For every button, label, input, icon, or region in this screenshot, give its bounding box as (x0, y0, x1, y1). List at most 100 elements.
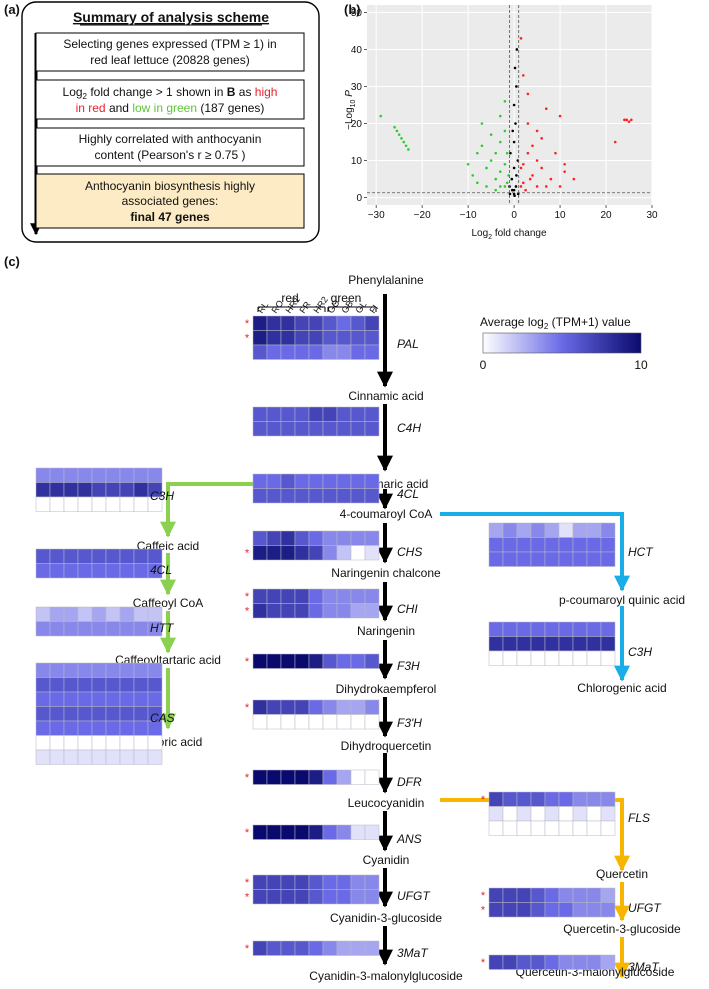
heatmap-cell (572, 902, 588, 918)
heatmap-cell (252, 530, 268, 546)
heatmap-cell (266, 315, 282, 331)
heatmap-cell (63, 735, 79, 751)
point-2-17 (563, 170, 566, 173)
heatmap-chs-3: * CHS (245, 530, 422, 561)
heatmaps: * * PAL C4H 4CL * CHS * * CHI * F3H * F3'H * DFR * ANS * * U… (35, 315, 662, 974)
point-1-11 (513, 66, 517, 70)
point-1-12 (515, 48, 519, 51)
heatmap-cell (308, 714, 324, 730)
heatmap-4cl-2: 4CL (252, 473, 419, 504)
legend-title: Average log2 (TPM+1) value (480, 315, 631, 331)
heatmap-cell (572, 551, 588, 567)
step-box-1 (35, 32, 305, 72)
heatmap-cell (49, 548, 65, 564)
heatmap-cell (586, 791, 602, 807)
y-tick-label-1: 10 (351, 156, 363, 167)
heatmap-cell (530, 551, 546, 567)
heatmap-cell (350, 714, 366, 730)
heatmap-cell (502, 537, 518, 553)
heatmap-cell (516, 636, 532, 652)
heatmap-cell (364, 824, 380, 840)
heatmap-cell (308, 588, 324, 604)
heatmap-cell (364, 488, 380, 504)
x-tick-label-5: 20 (600, 210, 612, 221)
heatmap-cell (364, 545, 380, 561)
heatmap-cell (350, 874, 366, 890)
heatmap-cell (586, 820, 602, 836)
heatmap-cell (308, 940, 324, 956)
heatmap-cell (294, 874, 310, 890)
heatmap-cell (350, 603, 366, 619)
heatmap-cell (308, 889, 324, 905)
compound-dihydroquercetin: Dihydroquercetin (341, 739, 432, 753)
heatmap-cell (558, 820, 574, 836)
heatmap-cell (77, 677, 93, 693)
heatmap-cell (280, 406, 296, 422)
step-3-line-2: content (Pearson's r ≥ 0.75 ) (95, 148, 246, 162)
heatmap-cell (35, 735, 51, 751)
heatmap-cell (572, 537, 588, 553)
point-2-2 (521, 181, 525, 185)
heatmap-cell (488, 954, 504, 970)
heatmap-cell (252, 714, 268, 730)
heatmap-cell (280, 344, 296, 360)
heatmap-cell (119, 621, 135, 637)
heatmap-cell (336, 874, 352, 890)
heatmap-cell (530, 621, 546, 637)
point-1-15 (508, 192, 512, 196)
heatmap-cell (266, 824, 282, 840)
heatmap-cell (35, 563, 51, 579)
header-green: green (331, 291, 362, 305)
heatmap-c4h-1: C4H (252, 406, 421, 437)
heatmap-cell (530, 806, 546, 822)
heatmap-cell (516, 902, 532, 918)
heatmap-cell (516, 954, 532, 970)
compound-phenylalanine: Phenylalanine (348, 273, 424, 287)
heatmap-3mat-10: * 3MaT (245, 940, 429, 960)
gene-label: F3'H (397, 716, 422, 730)
heatmap-cell (77, 735, 93, 751)
heatmap-c3h-16: C3H (488, 621, 652, 666)
y-tick-label-0: 0 (356, 193, 362, 204)
heatmap-cell (133, 606, 149, 622)
point-1-14 (516, 192, 520, 196)
heatmap-cell (544, 902, 560, 918)
heatmap-cell (91, 749, 107, 765)
heatmap-cell (350, 344, 366, 360)
y-tick-label-4: 40 (351, 45, 363, 56)
point-2-0 (519, 37, 523, 40)
volcano-thresholds (367, 5, 652, 205)
heatmap-cell (308, 653, 324, 669)
heatmap-cell (350, 406, 366, 422)
heatmap-cell (544, 887, 560, 903)
y-tick-label-5: 50 (351, 8, 363, 19)
heatmap-cell (294, 824, 310, 840)
heatmap-cell (35, 706, 51, 722)
heatmap-cell (133, 749, 149, 765)
heatmap-cell (502, 902, 518, 918)
point-2-24 (558, 114, 562, 118)
point-2-7 (531, 174, 534, 177)
x-tick-label-4: 10 (555, 210, 567, 221)
heatmap-cell (322, 330, 338, 346)
heatmap-cell (63, 691, 79, 707)
heatmap-cell (252, 473, 268, 489)
heatmap-cell (322, 588, 338, 604)
heatmap-cell (294, 421, 310, 437)
heatmap-cell (63, 606, 79, 622)
heatmap-cell (350, 889, 366, 905)
gene-label: C4H (397, 421, 421, 435)
heatmap-cell (252, 874, 268, 890)
heatmap-cell (488, 650, 504, 666)
heatmap-cell (147, 662, 163, 678)
step-1-line-1: Selecting genes expressed (TPM ≥ 1) in (63, 37, 276, 51)
compound-cyanidin: Cyanidin (363, 853, 410, 867)
heatmap-cell (586, 636, 602, 652)
heatmap-cell (252, 769, 268, 785)
step-2-line-2: in red and low in green (187 genes) (76, 101, 265, 115)
heatmap-cell (572, 791, 588, 807)
significance-star: * (245, 772, 250, 784)
point-2-13 (544, 107, 548, 111)
heatmap-cell (147, 621, 163, 637)
heatmap-cell (364, 603, 380, 619)
